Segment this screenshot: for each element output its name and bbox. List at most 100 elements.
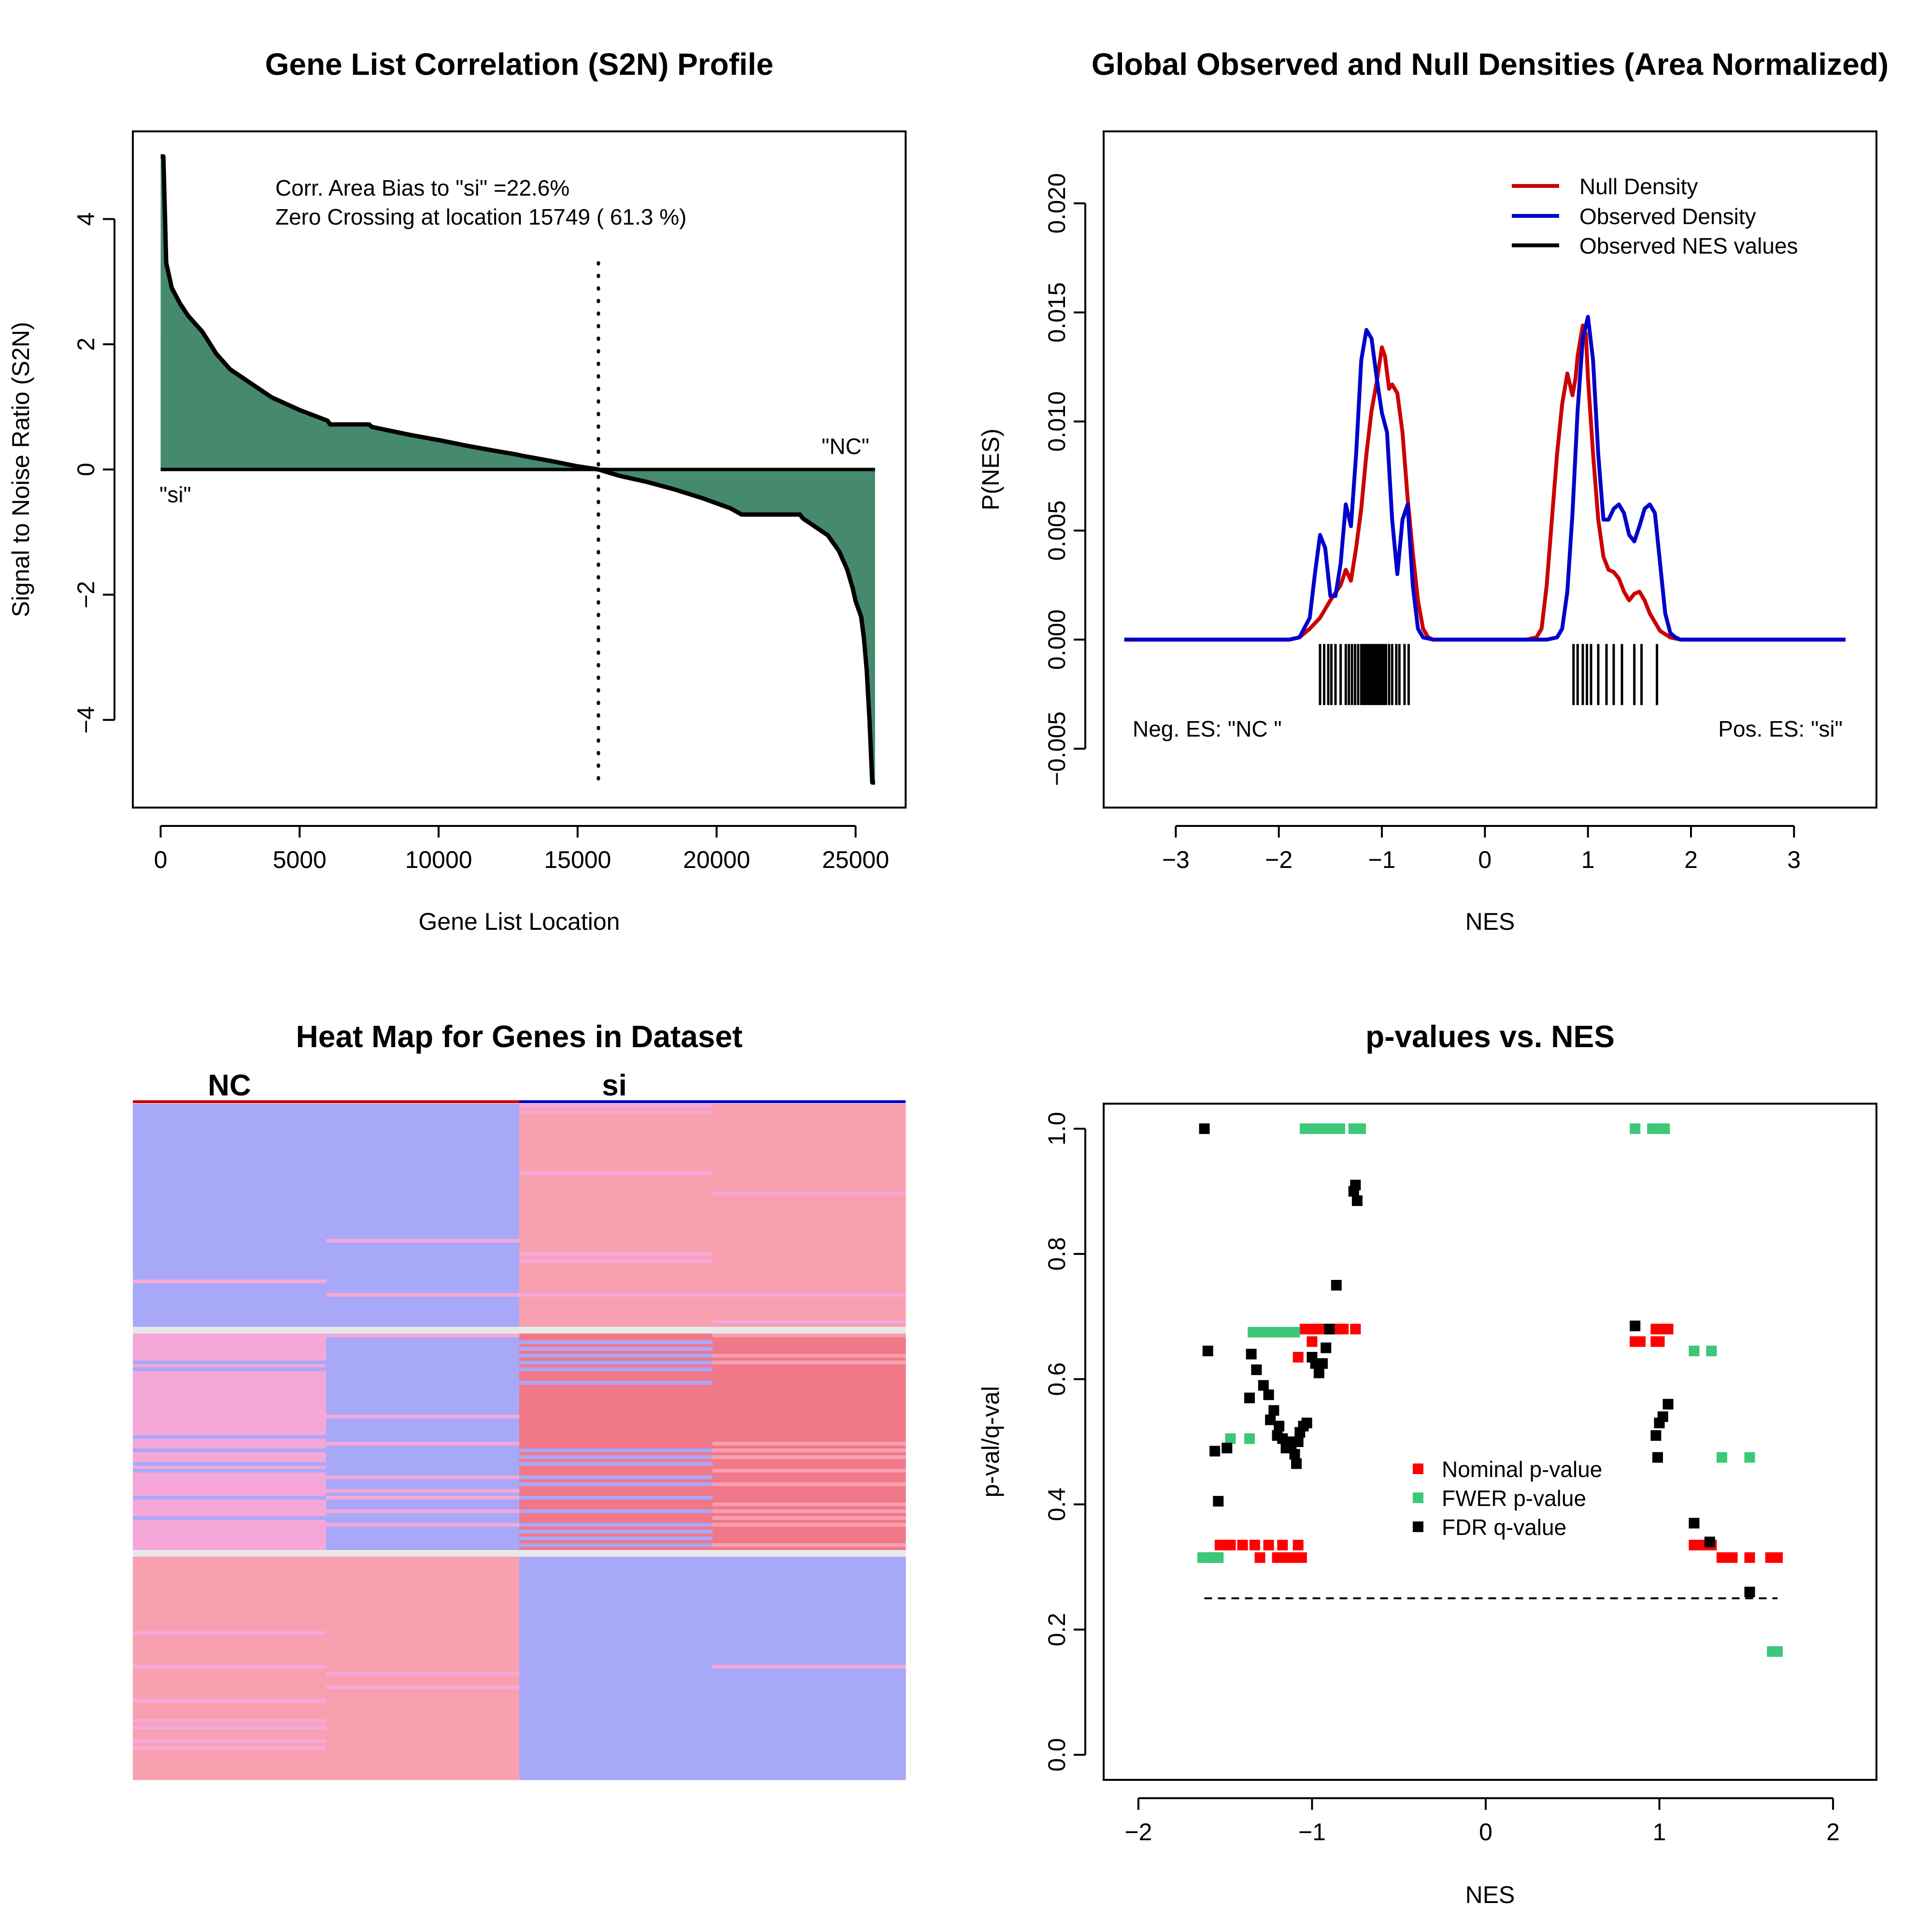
heatmap-row-stripe <box>326 1442 520 1446</box>
heatmap-row-stripe <box>326 1672 520 1676</box>
heatmap-row-stripe <box>133 1279 327 1283</box>
pvalue-plot-frame <box>1103 1103 1877 1781</box>
heatmap-row-stripe <box>519 1104 713 1108</box>
s2n-x-tick-label: 15000 <box>544 846 611 873</box>
heatmap-row-stripe <box>133 1665 327 1669</box>
density-x-tick-label: 3 <box>1787 846 1801 873</box>
heatmap-block <box>133 1557 906 1780</box>
heatmap-row-stripe <box>133 1361 327 1364</box>
nominal-pvalue-point <box>1237 1539 1248 1550</box>
heatmap-row-stripe <box>712 1509 906 1513</box>
heatmap-row-stripe <box>519 1367 713 1371</box>
pvalue-x-tick-label: −2 <box>1124 1818 1152 1846</box>
density-y-tick-label: 0.000 <box>1043 610 1070 670</box>
fdr-qvalue-point <box>1650 1430 1662 1441</box>
heatmap-row-stripe <box>712 1442 906 1446</box>
s2n-x-axis-label: Gene List Location <box>419 908 620 935</box>
heatmap-column-nc: NC <box>208 1069 251 1102</box>
density-y-tick-label: −0.005 <box>1043 711 1070 786</box>
heatmap-cell <box>326 1550 520 1557</box>
heatmap-row-stripe <box>712 1354 906 1358</box>
fdr-qvalue-point <box>1744 1587 1755 1598</box>
heatmap-cell <box>712 1327 906 1334</box>
heatmap-cell <box>133 1327 327 1334</box>
fwer-pvalue-point <box>1659 1123 1670 1134</box>
heatmap-row-stripe <box>712 1293 906 1297</box>
legend-text-observed: Observed Density <box>1579 204 1756 229</box>
fdr-qvalue-point <box>1652 1452 1663 1463</box>
fwer-pvalue-point <box>1268 1327 1279 1338</box>
s2n-y-tick-label: −2 <box>72 581 99 609</box>
nominal-pvalue-point <box>1772 1552 1783 1563</box>
heatmap-row-stripe <box>326 1476 520 1479</box>
fdr-qvalue-point <box>1289 1449 1300 1460</box>
nes-rug <box>1319 644 1659 705</box>
fdr-qvalue-point <box>1202 1346 1213 1357</box>
density-x-tick-label: 2 <box>1684 846 1698 873</box>
legend-marker-fdr <box>1413 1521 1423 1532</box>
nominal-pvalue-point <box>1307 1336 1318 1347</box>
s2n-profile-line <box>160 154 875 785</box>
heatmap-row-stripe <box>712 1503 906 1506</box>
s2n-annotation-zero-crossing: Zero Crossing at location 15749 ( 61.3 %… <box>275 204 686 229</box>
nominal-pvalue-point <box>1293 1352 1304 1363</box>
heatmap-row-stripe <box>133 1699 327 1703</box>
pvalue-chart-title: p-values vs. NES <box>1365 1019 1615 1054</box>
null-density-line <box>1124 323 1846 642</box>
heatmap-cell <box>519 1104 713 1327</box>
s2n-x-tick-label: 20000 <box>683 846 750 873</box>
s2n-annotation-bias: Corr. Area Bias to "si" =22.6% <box>275 175 569 200</box>
pvalue-x-tick-label: 0 <box>1479 1818 1492 1846</box>
heatmap-row-stripe <box>519 1259 713 1263</box>
fdr-qvalue-point <box>1291 1458 1302 1469</box>
heatmap-row-stripe <box>519 1381 713 1385</box>
heatmap-cell <box>519 1557 713 1780</box>
heatmap-row-stripe <box>326 1509 520 1513</box>
pvalue-y-axis: 0.0 0.2 0.4 0.6 0.8 1.0 <box>1043 1112 1086 1772</box>
density-label-neg-es: Neg. ES: "NC " <box>1133 716 1282 741</box>
heatmap-row-stripe <box>326 1239 520 1243</box>
heatmap-row-stripe <box>519 1449 713 1452</box>
nominal-pvalue-point <box>1695 1539 1706 1550</box>
legend-text-null: Null Density <box>1579 174 1698 199</box>
s2n-plot-frame <box>132 130 907 809</box>
fwer-pvalue-point <box>1334 1123 1345 1134</box>
fdr-qvalue-point <box>1662 1399 1674 1410</box>
heatmap-cell <box>519 1550 713 1557</box>
heatmap-cell <box>519 1327 713 1334</box>
heatmap-row-stripe <box>133 1469 327 1473</box>
density-y-tick-label: 0.020 <box>1043 173 1070 233</box>
fwer-pvalue-point <box>1279 1327 1290 1338</box>
s2n-label-nc: "NC" <box>822 434 869 459</box>
heatmap-row-stripe <box>133 1739 327 1743</box>
legend-marker-fwer <box>1413 1492 1423 1503</box>
fdr-qvalue-point <box>1657 1411 1668 1422</box>
fdr-qvalue-point <box>1199 1123 1210 1134</box>
fwer-pvalue-point <box>1744 1452 1755 1463</box>
density-x-tick-label: 1 <box>1581 846 1595 873</box>
pvalue-x-axis: −2 −1 0 1 2 <box>1124 1797 1840 1846</box>
fdr-qvalue-point <box>1209 1446 1221 1457</box>
heatmap-block <box>133 1104 906 1327</box>
heatmap-row-stripe <box>326 1415 520 1419</box>
pvalue-y-tick-label: 0.2 <box>1043 1613 1070 1647</box>
fdr-qvalue-point <box>1351 1195 1363 1206</box>
s2n-y-axis: −4 −2 0 2 4 <box>72 213 115 734</box>
heatmap-row-stripe <box>712 1361 906 1364</box>
fwer-pvalue-point <box>1630 1123 1641 1134</box>
fdr-qvalue-point <box>1293 1436 1304 1447</box>
heatmap-row-stripe <box>519 1354 713 1358</box>
fdr-qvalue-point <box>1263 1389 1274 1400</box>
s2n-y-axis-label: Signal to Noise Ratio (S2N) <box>7 322 34 617</box>
heatmap-row-stripe <box>326 1496 520 1500</box>
legend-text-nes-values: Observed NES values <box>1579 233 1798 258</box>
heatmap-row-stripe <box>519 1496 713 1500</box>
heatmap-panel: Heat Map for Genes in Dataset NC si <box>133 1019 906 1780</box>
heatmap-row-stripe <box>133 1516 327 1520</box>
fdr-qvalue-point <box>1324 1323 1335 1335</box>
heatmap-row-stripe <box>712 1665 906 1669</box>
fdr-qvalue-point <box>1265 1414 1276 1425</box>
pvalue-x-tick-label: −1 <box>1298 1818 1326 1846</box>
fdr-qvalue-point <box>1321 1342 1332 1353</box>
nominal-pvalue-point <box>1744 1552 1755 1563</box>
